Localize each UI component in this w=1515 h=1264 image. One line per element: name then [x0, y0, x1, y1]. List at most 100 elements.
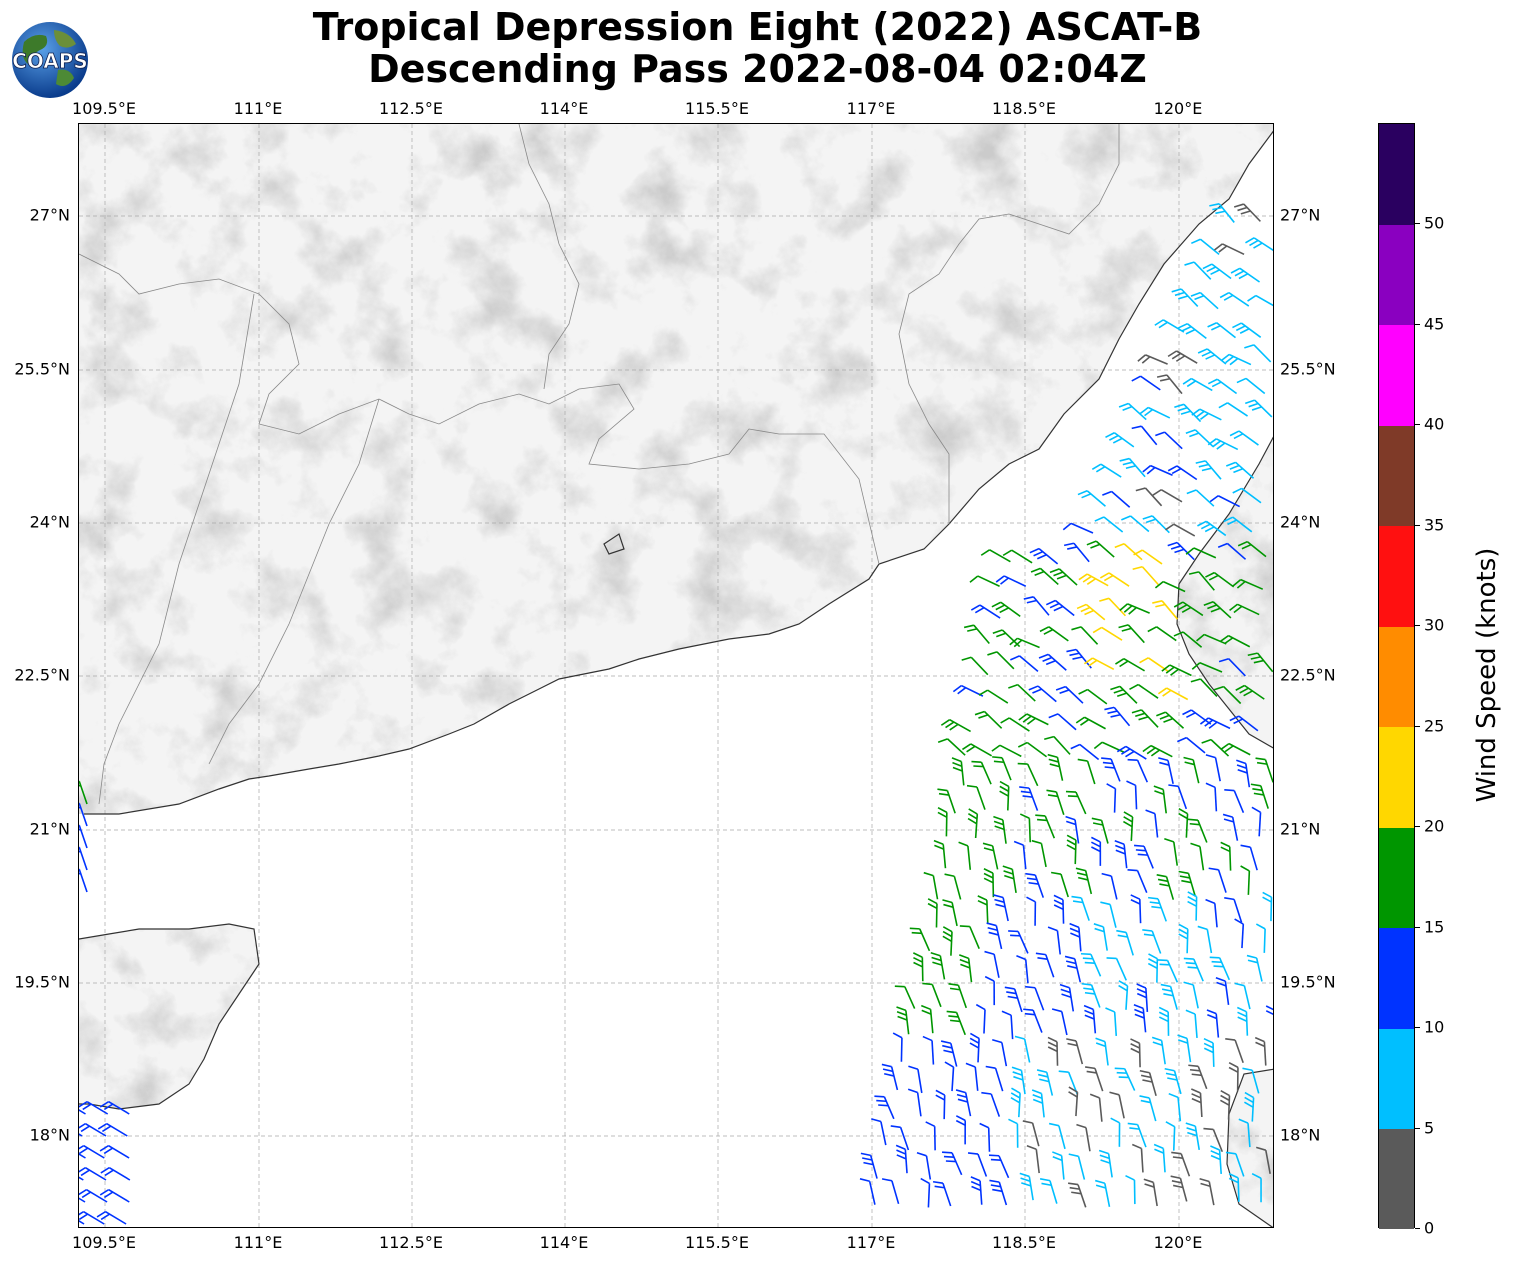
wind-barb: [955, 1115, 967, 1145]
wind-barb: [1002, 549, 1033, 564]
lon-label-top: 112.5°E: [379, 99, 443, 118]
wind-barb: [1130, 1038, 1141, 1068]
wind-barb: [1206, 1009, 1220, 1038]
wind-barb: [1101, 757, 1121, 782]
wind-barb: [100, 1166, 131, 1181]
wind-barb: [989, 1179, 1008, 1206]
wind-barb: [1039, 626, 1069, 642]
lat-label-right: 25.5°N: [1280, 359, 1336, 379]
wind-barb: [1255, 1146, 1271, 1174]
wind-barb: [1236, 377, 1266, 395]
wind-barb: [1123, 811, 1134, 841]
wind-barb: [1127, 868, 1148, 893]
wind-barb: [99, 1144, 130, 1159]
wind-barb: [1077, 489, 1106, 507]
wind-barb: [937, 806, 948, 837]
wind-barb: [892, 1032, 903, 1062]
wind-barb: [1101, 872, 1118, 900]
wind-barb: [946, 1010, 966, 1036]
wind-barb: [1114, 839, 1128, 869]
wind-barb: [1091, 817, 1109, 844]
wind-barb: [1069, 922, 1082, 952]
colorbar-tick-label: 5: [1424, 1118, 1435, 1138]
wind-barb: [1013, 840, 1027, 870]
wind-barb: [974, 710, 1003, 729]
wind-barb: [1199, 717, 1231, 730]
wind-barb: [1184, 261, 1212, 280]
wind-barb: [1215, 977, 1230, 1005]
wind-barb: [1095, 1037, 1109, 1066]
lat-label-right: 24°N: [1280, 512, 1321, 532]
wind-barb: [1099, 597, 1127, 617]
wind-barb: [920, 1177, 931, 1208]
globe-icon: COAPS: [12, 22, 88, 98]
wind-barb: [1076, 1123, 1091, 1152]
wind-barb: [1004, 986, 1023, 1013]
wind-barb: [1236, 759, 1251, 788]
wind-barb: [916, 1151, 932, 1180]
colorbar-tick-mark: [1415, 524, 1420, 526]
wind-barb: [983, 868, 995, 898]
lon-label-top: 115.5°E: [685, 99, 749, 118]
lon-label-bottom: 120°E: [1153, 1233, 1203, 1252]
wind-barb: [940, 1040, 958, 1067]
wind-barb: [907, 1088, 922, 1117]
wind-barb: [1203, 1037, 1215, 1067]
wind-barb: [1010, 1087, 1021, 1118]
wind-barb: [1203, 1127, 1224, 1153]
wind-barb: [1014, 1035, 1031, 1063]
wind-barb: [1036, 1069, 1054, 1096]
wind-barb: [1139, 406, 1171, 419]
wind-barb: [965, 1062, 979, 1091]
wind-barb: [969, 1032, 980, 1063]
wind-barb: [1152, 489, 1183, 503]
wind-barb: [1075, 716, 1106, 730]
wind-barb: [1002, 865, 1017, 894]
wind-barb: [1210, 1145, 1222, 1174]
wind-barb: [1030, 567, 1059, 586]
wind-barb: [1045, 599, 1075, 617]
wind-barb: [1161, 664, 1192, 677]
wind-barb: [1186, 489, 1215, 507]
wind-barb: [1075, 867, 1093, 895]
wind-barb: [1016, 955, 1029, 984]
colorbar-label: Wind Speed (knots): [1472, 547, 1502, 803]
lat-label-left: 25.5°N: [14, 359, 70, 379]
wind-barb: [991, 601, 1021, 617]
wind-barb: [1065, 790, 1087, 815]
wind-barb: [1052, 1151, 1065, 1180]
wind-barb: [1068, 1182, 1087, 1208]
wind-barb: [1143, 1178, 1158, 1207]
wind-barb: [1205, 898, 1218, 928]
map-panel[interactable]: [78, 123, 1274, 1228]
wind-barb: [1084, 1066, 1104, 1092]
wind-barb: [1049, 568, 1078, 586]
wind-barb: [1158, 1006, 1170, 1036]
wind-barb: [1131, 709, 1159, 728]
colorbar-segment: [1379, 726, 1414, 828]
wind-barb: [1147, 626, 1177, 642]
map-canvas: [79, 124, 1273, 1227]
wind-barb: [1244, 399, 1273, 418]
wind-barb: [1157, 687, 1189, 701]
wind-barb: [1160, 983, 1178, 1010]
wind-barb: [908, 1065, 923, 1094]
wind-barb: [79, 1122, 107, 1137]
wind-barb: [937, 738, 966, 756]
wind-barb: [1017, 741, 1048, 758]
wind-barb: [1217, 542, 1247, 560]
wind-barb: [1190, 678, 1218, 697]
wind-barb: [1225, 1151, 1245, 1177]
wind-barb: [1023, 1008, 1043, 1033]
wind-barb: [79, 1109, 86, 1115]
wind-barb: [1208, 867, 1227, 893]
wind-barb: [1191, 661, 1223, 673]
wind-barb: [1218, 402, 1249, 417]
wind-barb: [985, 1065, 1004, 1092]
wind-barb: [988, 1154, 1010, 1179]
wind-barb: [1081, 982, 1101, 1008]
wind-barb: [1262, 891, 1273, 922]
wind-barb: [1178, 923, 1189, 954]
wind-barb: [1127, 758, 1149, 783]
wind-barb: [1177, 1034, 1192, 1063]
